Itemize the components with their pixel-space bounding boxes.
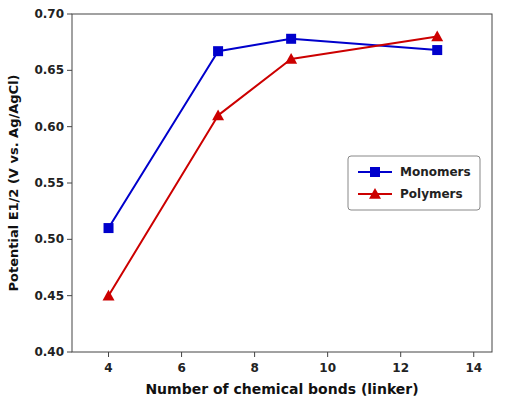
point: [432, 45, 442, 55]
y-tick-label: 0.50: [34, 232, 64, 246]
y-axis-label: Potential E1/2 (V vs. Ag/AgCl): [6, 74, 21, 291]
y-tick-label: 0.65: [34, 63, 64, 77]
point: [212, 109, 224, 120]
legend-label: Monomers: [400, 165, 471, 179]
y-tick: [67, 183, 72, 184]
x-tick-label: 6: [177, 361, 185, 375]
y-tick-label: 0.60: [34, 120, 64, 134]
point: [431, 31, 443, 42]
x-tick-label: 14: [465, 361, 482, 375]
x-tick: [108, 352, 109, 357]
plot-frame: [72, 14, 492, 352]
chart: 4 6 8 10 12 14 0.40 0.45 0.50 0.55 0.60 0.65 0.70 Num…: [0, 0, 508, 408]
legend-marker: [370, 167, 380, 177]
y-tick-label: 0.40: [34, 345, 64, 359]
x-tick: [181, 352, 182, 357]
x-tick-label: 8: [250, 361, 258, 375]
y-tick: [67, 70, 72, 71]
point: [213, 46, 223, 56]
x-tick: [327, 352, 328, 357]
y-tick: [67, 239, 72, 240]
y-tick: [67, 295, 72, 296]
y-tick: [67, 126, 72, 127]
y-tick-label: 0.45: [34, 289, 64, 303]
y-tick-label: 0.70: [34, 7, 64, 21]
y-tick: [67, 352, 72, 353]
x-tick-label: 4: [104, 361, 112, 375]
x-tick-label: 10: [319, 361, 336, 375]
y-tick-label: 0.55: [34, 176, 64, 190]
x-tick: [400, 352, 401, 357]
y-tick: [67, 14, 72, 15]
legend-marker: [369, 188, 381, 199]
legend-label: Polymers: [400, 187, 463, 201]
x-tick: [254, 352, 255, 357]
point: [104, 223, 114, 233]
point: [285, 53, 297, 64]
x-axis-label: Number of chemical bonds (linker): [145, 381, 418, 397]
point: [103, 290, 115, 301]
legend: Monomers Polymers: [348, 156, 480, 210]
axes: 4 6 8 10 12 14 0.40 0.45 0.50 0.55 0.60 0.65 0.70: [34, 7, 492, 375]
legend-box: [348, 156, 480, 210]
x-tick-label: 12: [392, 361, 409, 375]
point: [286, 34, 296, 44]
x-tick: [473, 352, 474, 357]
